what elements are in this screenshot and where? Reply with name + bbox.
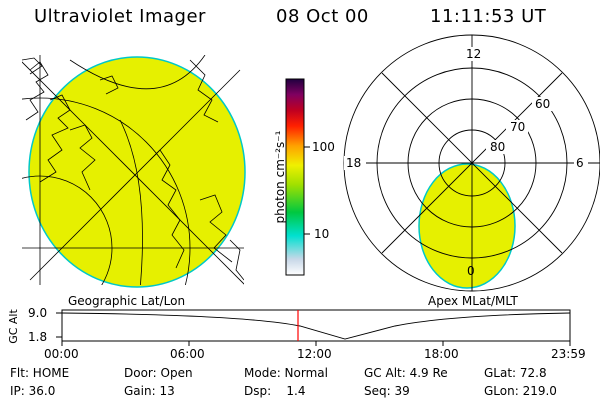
apex-panel-label: Apex MLat/MLT	[428, 294, 518, 308]
time-tick-0600: 06:00	[170, 347, 205, 361]
time-tick-0000: 00:00	[44, 347, 79, 361]
mlt-label-18: 18	[346, 156, 362, 170]
geographic-map-panel	[22, 55, 246, 288]
status-gain: Gain: 13	[124, 384, 175, 398]
status-flt: Flt: HOME	[10, 366, 70, 380]
status-gc-alt: GC Alt: 4.9 Re	[364, 366, 448, 380]
status-ip: IP: 36.0	[10, 384, 56, 398]
geographic-panel-label: Geographic Lat/Lon	[68, 294, 186, 308]
time-tick-1200: 12:00	[297, 347, 332, 361]
status-door: Door: Open	[124, 366, 193, 380]
altitude-curve	[61, 312, 571, 340]
status-glon: GLon: 219.0	[484, 384, 557, 398]
colorbar-tick-10: 10	[314, 227, 330, 241]
colorbar-tick-100: 100	[312, 140, 335, 154]
app-title: Ultraviolet Imager	[34, 6, 206, 27]
date-readout: 08 Oct 00	[276, 6, 369, 27]
status-mode: Mode: Normal	[244, 366, 328, 380]
mlat-label-70: 70	[510, 120, 526, 134]
status-dsp: Dsp: 1.4	[244, 384, 306, 398]
alt-tick-1-8: 1.8	[28, 330, 48, 344]
altitude-axis-label: GC Alt	[6, 309, 20, 344]
altitude-plot	[56, 309, 571, 346]
time-tick-1800: 18:00	[424, 347, 459, 361]
status-glat: GLat: 72.8	[484, 366, 547, 380]
polar-mlat-mlt-panel	[343, 34, 600, 292]
mlt-label-12: 12	[466, 47, 482, 61]
status-seq: Seq: 39	[364, 384, 410, 398]
coastline-outlines	[22, 57, 244, 281]
time-tick-2359: 23:59	[551, 347, 586, 361]
time-readout: 11:11:53 UT	[430, 6, 547, 27]
alt-tick-9: 9.0	[28, 306, 48, 320]
mlat-label-60: 60	[535, 97, 551, 111]
mlat-label-80: 80	[490, 140, 506, 154]
colorbar-unit-label: photon cm⁻²s⁻¹	[273, 130, 287, 224]
colorbar	[285, 78, 310, 276]
mlt-label-6: 6	[576, 156, 584, 170]
mlt-label-0: 0	[467, 264, 475, 278]
polar-aurora-oval	[418, 163, 516, 289]
